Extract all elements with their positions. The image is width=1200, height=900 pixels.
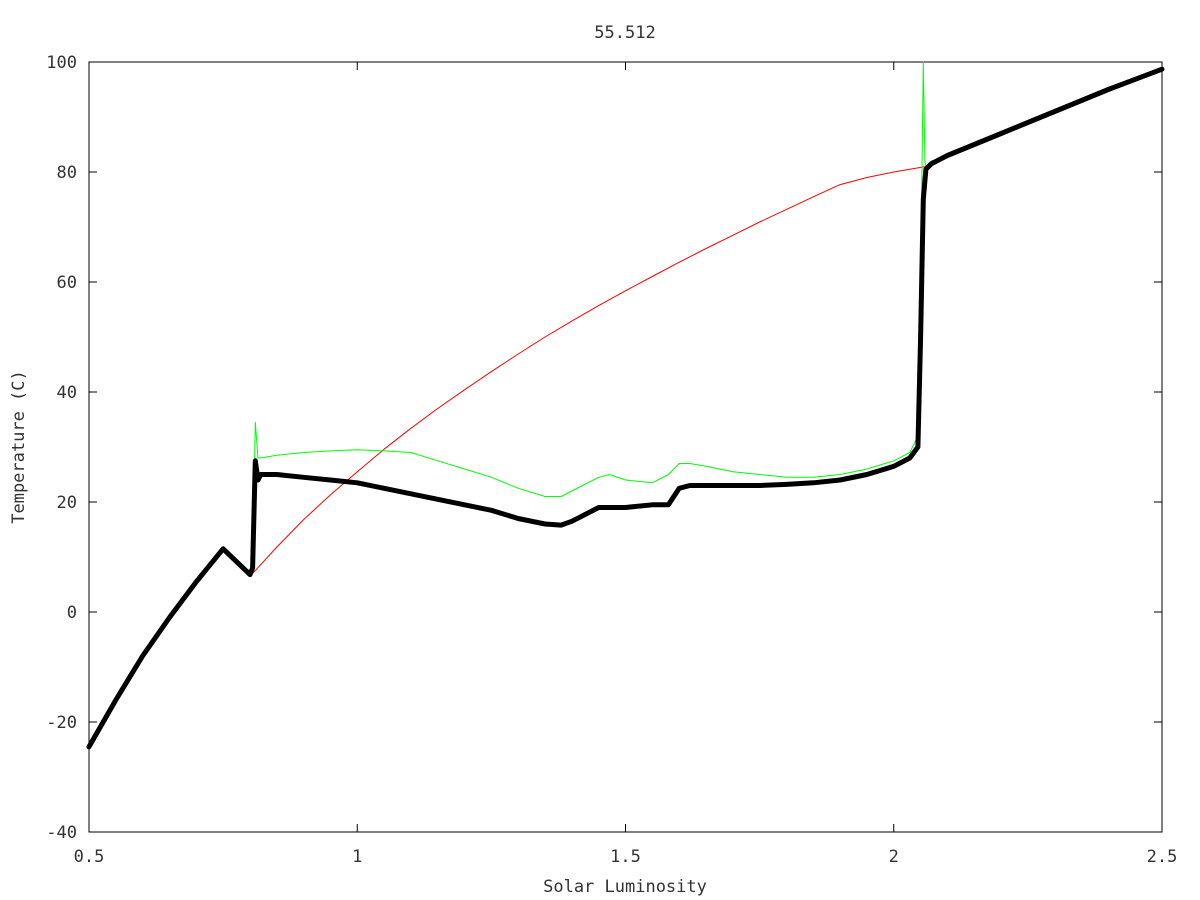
x-tick-label: 2.5 [1147, 847, 1178, 867]
series-green-line [88, 61, 1163, 748]
series-black-line [86, 66, 1165, 750]
series-group [86, 61, 1165, 750]
y-tick-label: -40 [46, 823, 77, 843]
x-axis-label: Solar Luminosity [543, 877, 707, 897]
x-tick-label: 2 [889, 847, 899, 867]
x-tick-label: 1 [352, 847, 362, 867]
y-axis-label: Temperature (C) [9, 370, 29, 524]
y-tick-label: 100 [46, 53, 77, 73]
chart-title: 55.512 [594, 23, 655, 43]
y-tick-label: -20 [46, 713, 77, 733]
y-tick-label: 20 [57, 493, 77, 513]
plot-frame [88, 61, 1163, 833]
y-tick-label: 80 [57, 163, 77, 183]
y-tick-label: 60 [57, 273, 77, 293]
axis-ticks: 0.5 1 1.5 2 2.5 -40 -20 0 20 40 60 80 100 [46, 53, 1177, 867]
y-tick-label: 0 [67, 603, 77, 623]
x-tick-label: 0.5 [74, 847, 105, 867]
series-red-line [249, 166, 927, 577]
x-tick-label: 1.5 [610, 847, 641, 867]
y-tick-label: 40 [57, 383, 77, 403]
